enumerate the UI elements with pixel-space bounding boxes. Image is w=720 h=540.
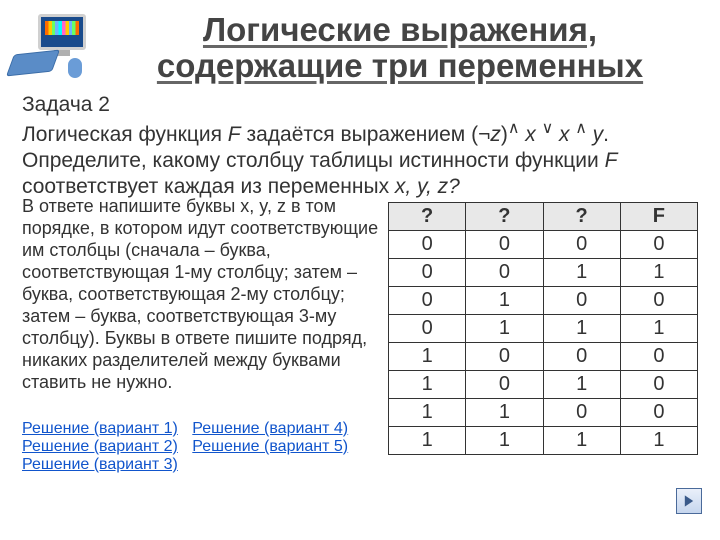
vF: F <box>228 123 241 146</box>
table-cell: 0 <box>466 371 543 399</box>
t1: Логическая функция <box>22 123 228 146</box>
table-row: 0011 <box>389 259 698 287</box>
truth-table: ???F 00000011010001111000101011001111 <box>388 202 698 455</box>
t2: задаётся выражением (¬ <box>241 123 491 146</box>
task-label: Задача 2 <box>22 93 698 117</box>
vx1: x <box>525 123 536 146</box>
table-cell: 1 <box>466 315 543 343</box>
table-cell: 1 <box>620 315 697 343</box>
table-cell: 1 <box>389 427 466 455</box>
link-variant-5[interactable]: Решение (вариант 5) <box>192 438 348 455</box>
table-row: 1010 <box>389 371 698 399</box>
t5: соответствует каждая из переменных <box>22 175 395 198</box>
computer-logo <box>8 8 98 73</box>
table-cell: 0 <box>466 343 543 371</box>
table-header: F <box>620 203 697 231</box>
next-slide-button[interactable] <box>676 488 702 514</box>
table-cell: 0 <box>389 259 466 287</box>
table-cell: 0 <box>389 231 466 259</box>
table-cell: 1 <box>466 427 543 455</box>
vz: z <box>490 123 501 146</box>
table-cell: 0 <box>466 231 543 259</box>
table-cell: 0 <box>389 287 466 315</box>
table-row: 0100 <box>389 287 698 315</box>
vx2: x <box>559 123 570 146</box>
table-cell: 0 <box>620 371 697 399</box>
task-text: Логическая функция F задаётся выражением… <box>22 119 698 201</box>
table-cell: 1 <box>389 399 466 427</box>
op3: ∧ <box>575 120 587 137</box>
table-cell: 0 <box>389 315 466 343</box>
table-cell: 1 <box>620 259 697 287</box>
table-row: 0111 <box>389 315 698 343</box>
table-cell: 1 <box>620 427 697 455</box>
vtail: x, y, z? <box>395 175 460 198</box>
link-variant-2[interactable]: Решение (вариант 2) <box>22 438 178 455</box>
table-cell: 1 <box>389 371 466 399</box>
table-cell: 0 <box>620 343 697 371</box>
table-row: 1100 <box>389 399 698 427</box>
table-cell: 1 <box>466 399 543 427</box>
table-row: 1111 <box>389 427 698 455</box>
instruction-text: В ответе напишите буквы x, y, z в том по… <box>22 196 382 394</box>
table-cell: 0 <box>620 399 697 427</box>
table-row: 0000 <box>389 231 698 259</box>
table-cell: 1 <box>543 259 620 287</box>
op1: ∧ <box>508 120 520 137</box>
vy: y <box>593 123 604 146</box>
table-cell: 1 <box>543 315 620 343</box>
t3: ) <box>501 123 508 146</box>
op2: ∨ <box>542 120 554 137</box>
truth-table-grid: ???F 00000011010001111000101011001111 <box>388 202 698 455</box>
link-variant-3[interactable]: Решение (вариант 3) <box>22 456 178 473</box>
table-cell: 0 <box>620 287 697 315</box>
link-variant-1[interactable]: Решение (вариант 1) <box>22 420 178 437</box>
table-header: ? <box>466 203 543 231</box>
table-header: ? <box>389 203 466 231</box>
link-variant-4[interactable]: Решение (вариант 4) <box>192 420 348 437</box>
table-cell: 0 <box>543 399 620 427</box>
table-cell: 1 <box>543 371 620 399</box>
table-cell: 1 <box>466 287 543 315</box>
table-row: 1000 <box>389 343 698 371</box>
table-cell: 1 <box>543 427 620 455</box>
table-cell: 0 <box>543 287 620 315</box>
table-header: ? <box>543 203 620 231</box>
vF2: F <box>605 149 618 172</box>
table-cell: 0 <box>543 343 620 371</box>
table-cell: 0 <box>543 231 620 259</box>
slide-title: Логические выражения, содержащие три пер… <box>0 0 720 93</box>
solution-links: Решение (вариант 1) Решение (вариант 4) … <box>22 420 358 474</box>
table-cell: 0 <box>620 231 697 259</box>
content-area: Задача 2 Логическая функция F задаётся в… <box>0 93 720 201</box>
table-cell: 0 <box>466 259 543 287</box>
table-cell: 1 <box>389 343 466 371</box>
